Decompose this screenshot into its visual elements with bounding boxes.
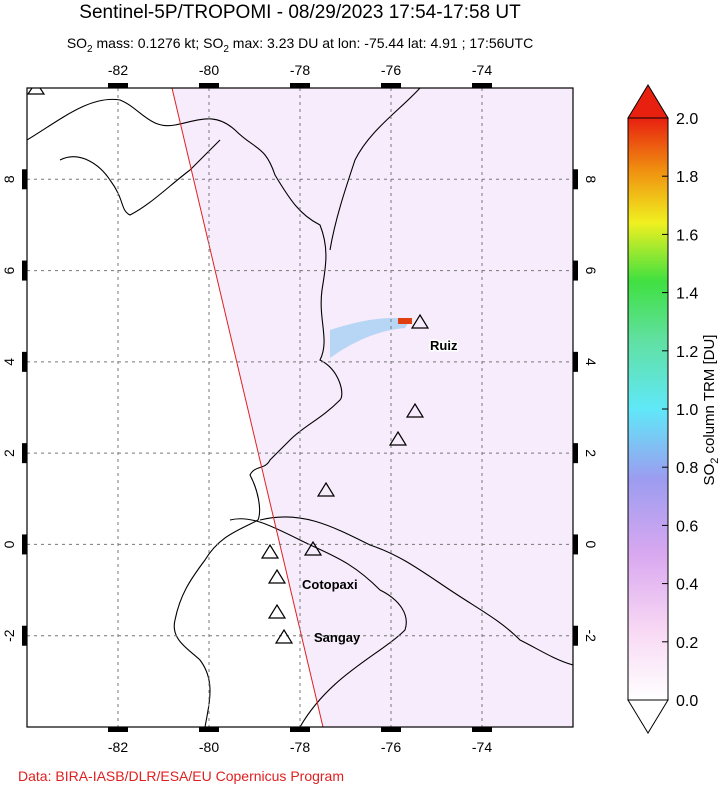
subtitle-part: SO	[67, 35, 87, 51]
tick-mark	[108, 83, 128, 88]
tick-mark	[290, 727, 310, 732]
x-tick-label: -78	[290, 739, 310, 755]
colorbar-tick-label: 0.4	[676, 577, 698, 594]
volcano	[267, 568, 287, 584]
y-tick-label: -2	[1, 629, 17, 642]
tick-mark	[22, 351, 27, 372]
colorbar-label-sub: 2	[709, 458, 721, 464]
volcano	[405, 402, 425, 418]
tick-mark	[573, 169, 578, 190]
tick-mark	[573, 534, 578, 555]
credit: Data: BIRA-IASB/DLR/ESA/EU Copernicus Pr…	[18, 768, 344, 784]
swath-edge	[171, 88, 324, 727]
plume-core	[398, 318, 412, 324]
x-tick-label: -76	[381, 62, 401, 78]
tick-mark	[22, 534, 27, 555]
tick-mark	[199, 727, 219, 732]
volcano	[410, 313, 430, 329]
colorbar-label: SO2 column TRM [DU]	[701, 335, 721, 486]
colorbar-max-arrow	[627, 84, 669, 119]
y-tick-label: 6	[583, 267, 599, 275]
colorbar-tick-label: 0.6	[676, 518, 698, 535]
volcano	[388, 430, 408, 446]
x-tick-label: -80	[199, 62, 219, 78]
tick-mark	[22, 443, 27, 464]
tick-mark	[290, 83, 310, 88]
volcano	[316, 481, 336, 497]
colorbar-tick-label: 1.0	[676, 402, 698, 419]
plume	[330, 318, 410, 358]
tick-mark	[381, 727, 401, 732]
tick-mark	[381, 83, 401, 88]
subtitle-part: max: 3.23 DU at lon: -75.44 lat: 4.91 ; …	[229, 35, 533, 51]
colorbar-label-part: SO	[701, 464, 718, 486]
x-tick-label: -74	[472, 739, 492, 755]
swath	[172, 88, 573, 727]
tick-mark	[22, 169, 27, 190]
colorbar-label-part: column TRM [DU]	[701, 335, 718, 458]
colorbar-tick-label: 1.8	[676, 169, 698, 186]
coastline	[59, 139, 221, 216]
y-tick-label: 8	[1, 175, 17, 183]
tick-mark	[573, 351, 578, 372]
tick-mark	[573, 443, 578, 464]
subtitle-sub: 2	[223, 44, 229, 55]
volcano-label-halo: Ruiz	[430, 338, 458, 353]
tick-mark	[573, 625, 578, 646]
volcano	[303, 540, 323, 556]
subtitle-part: mass: 0.1276 kt; SO	[93, 35, 224, 51]
tick-mark	[22, 625, 27, 646]
border	[329, 88, 421, 251]
y-tick-label: 0	[1, 540, 17, 548]
x-tick-label: -82	[108, 62, 128, 78]
coastline	[27, 98, 343, 727]
tick-mark	[22, 260, 27, 281]
volcano-label: Cotopaxi	[302, 577, 358, 592]
volcano	[274, 628, 294, 644]
x-tick-label: -74	[472, 62, 492, 78]
x-tick-label: -76	[381, 739, 401, 755]
colorbar-tick-label: 0.0	[676, 693, 698, 710]
title: Sentinel-5P/TROPOMI - 08/29/2023 17:54-1…	[79, 2, 521, 23]
y-tick-label: 2	[1, 449, 17, 457]
border	[229, 518, 407, 727]
y-tick-label: 4	[1, 358, 17, 366]
y-tick-label: 0	[583, 541, 599, 549]
x-tick-label: -82	[108, 739, 128, 755]
colorbar-tick-label: 2.0	[676, 111, 698, 128]
colorbar-min-arrow	[627, 699, 669, 734]
colorbar-tick-label: 0.2	[676, 635, 698, 652]
colorbar-tick-label: 0.8	[676, 460, 698, 477]
border	[259, 516, 573, 666]
volcano	[267, 603, 287, 619]
y-tick-label: 8	[583, 175, 599, 183]
y-tick-label: -2	[583, 629, 599, 642]
subtitle-sub: 2	[87, 44, 93, 55]
tick-mark	[472, 83, 492, 88]
colorbar-tick-label: 1.6	[676, 227, 698, 244]
tick-mark	[573, 260, 578, 281]
tick-mark	[472, 727, 492, 732]
y-tick-label: 2	[583, 449, 599, 457]
colorbar-tick-label: 1.4	[676, 286, 698, 303]
x-tick-label: -80	[199, 739, 219, 755]
tick-mark	[199, 83, 219, 88]
volcano-label: Sangay	[314, 630, 361, 645]
volcano-label: Ruiz	[430, 338, 458, 353]
colorbar-tick-label: 1.2	[676, 344, 698, 361]
subtitle: SO2 mass: 0.1276 kt; SO2 max: 3.23 DU at…	[67, 35, 533, 55]
tick-mark	[108, 727, 128, 732]
y-tick-label: 4	[583, 358, 599, 366]
volcano	[27, 88, 46, 95]
volcano	[260, 543, 280, 559]
map: Ruiz Ruiz Cotopaxi Sangay	[27, 88, 573, 727]
y-tick-label: 6	[1, 266, 17, 274]
x-tick-label: -78	[290, 62, 310, 78]
